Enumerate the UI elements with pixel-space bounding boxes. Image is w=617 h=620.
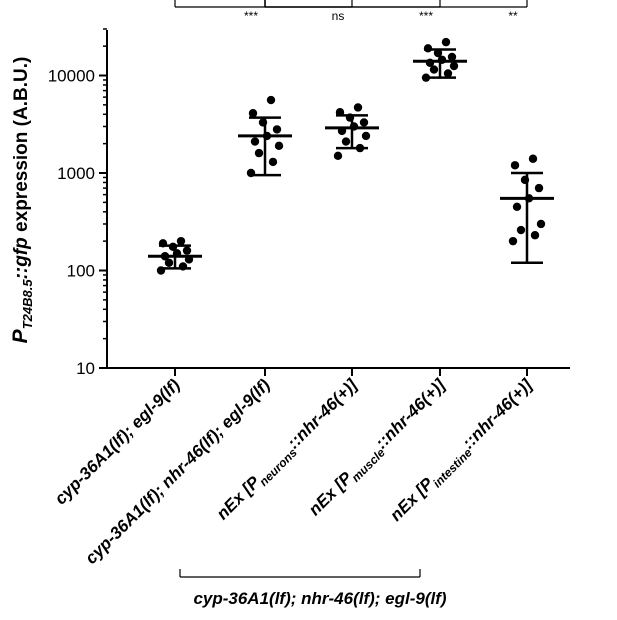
data-layer bbox=[148, 37, 554, 275]
data-point bbox=[353, 103, 363, 112]
category-label: nEx [Pintestine::nhr-46(+)] bbox=[386, 374, 539, 527]
data-point bbox=[182, 246, 192, 255]
series-5 bbox=[500, 154, 554, 265]
significance-brackets: *** ns *** **cyp-36A1(lf); nhr-46(lf); egl-… bbox=[174, 0, 528, 608]
category-label: nEx [Pneurons::nhr-46(+)] bbox=[213, 374, 365, 526]
data-point bbox=[250, 137, 260, 146]
data-point bbox=[176, 236, 186, 246]
axes: 10 100 1000 10000 bbox=[48, 28, 570, 378]
data-point bbox=[254, 148, 264, 158]
data-point bbox=[441, 37, 451, 47]
comparison-bracket: *** bbox=[174, 0, 266, 23]
comparison-bracket: ns bbox=[264, 0, 353, 23]
series-1 bbox=[148, 236, 202, 275]
data-point bbox=[272, 125, 282, 134]
data-point bbox=[333, 151, 343, 161]
y-axis-label: PT24B8.5::gfp expression (A.B.U.) bbox=[9, 57, 35, 344]
significance-label: ns bbox=[332, 9, 345, 23]
data-point bbox=[530, 231, 540, 240]
data-point bbox=[443, 69, 453, 78]
data-point bbox=[341, 137, 351, 146]
data-point bbox=[510, 161, 520, 170]
group-bracket: cyp-36A1(lf); nhr-46(lf); egl-9(lf) bbox=[179, 569, 447, 608]
y-tick-label: 100 bbox=[67, 262, 95, 281]
data-point bbox=[359, 118, 369, 127]
series-2 bbox=[238, 95, 292, 178]
series-4 bbox=[413, 37, 467, 82]
data-point bbox=[528, 154, 538, 163]
significance-label: *** bbox=[244, 9, 258, 23]
series-3 bbox=[325, 103, 379, 161]
significance-label: *** bbox=[419, 9, 433, 23]
data-point bbox=[534, 183, 544, 193]
data-point bbox=[274, 141, 284, 151]
y-tick-label: 10000 bbox=[48, 67, 95, 86]
comparison-bracket: ** bbox=[264, 0, 528, 23]
data-point bbox=[164, 258, 174, 267]
y-tick-label: 10 bbox=[76, 359, 95, 378]
data-point bbox=[508, 236, 518, 246]
labels-layer: PT24B8.5::gfp expression (A.B.U.)cyp-36A… bbox=[9, 57, 539, 568]
data-point bbox=[449, 61, 459, 71]
data-point bbox=[429, 65, 439, 74]
data-point bbox=[248, 109, 258, 118]
data-point bbox=[361, 131, 371, 141]
data-point bbox=[512, 202, 522, 212]
category-label: cyp-36A1(lf); nhr-46(lf); egl-9(lf) bbox=[81, 375, 274, 568]
group-bracket-label: cyp-36A1(lf); nhr-46(lf); egl-9(lf) bbox=[193, 589, 446, 608]
significance-label: ** bbox=[508, 9, 518, 23]
data-point bbox=[516, 225, 526, 235]
data-point bbox=[266, 95, 276, 105]
data-point bbox=[268, 157, 278, 167]
data-point bbox=[536, 219, 546, 229]
y-tick-label: 1000 bbox=[57, 164, 95, 183]
data-point bbox=[447, 52, 457, 62]
